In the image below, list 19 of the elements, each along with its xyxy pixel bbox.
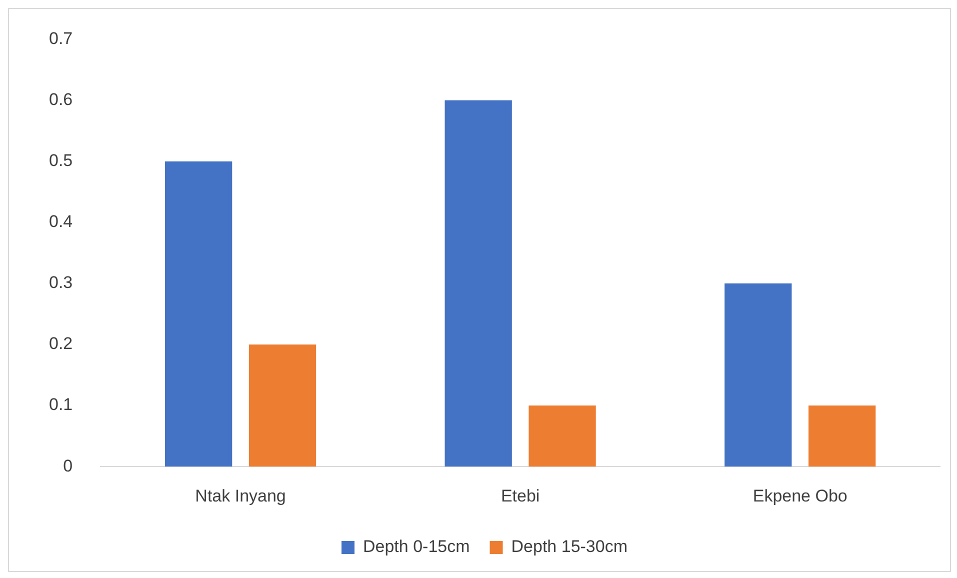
- x-tick-label: Etebi: [500, 486, 540, 506]
- bar: [528, 406, 596, 467]
- bar: [248, 344, 316, 467]
- x-tick-label: Ekpene Obo: [752, 486, 848, 506]
- bar: [444, 100, 512, 467]
- bar: [164, 161, 232, 467]
- y-tick-label: 0.7: [48, 28, 73, 48]
- bar: [808, 406, 876, 467]
- legend-label: Depth 0-15cm: [363, 537, 470, 556]
- y-tick-label: 0.3: [48, 273, 73, 292]
- y-tick-label: 0.6: [48, 90, 73, 109]
- bar: [724, 283, 792, 467]
- y-tick-label: 0.2: [48, 334, 73, 354]
- x-tick-label: Ntak Inyang: [195, 486, 286, 506]
- y-tick-label: 0: [63, 456, 73, 476]
- y-tick-label: 0.4: [48, 212, 73, 232]
- legend-label: Depth 15-30cm: [511, 537, 628, 556]
- y-tick-label: 0.5: [48, 151, 73, 170]
- y-tick-label: 0.1: [48, 395, 73, 414]
